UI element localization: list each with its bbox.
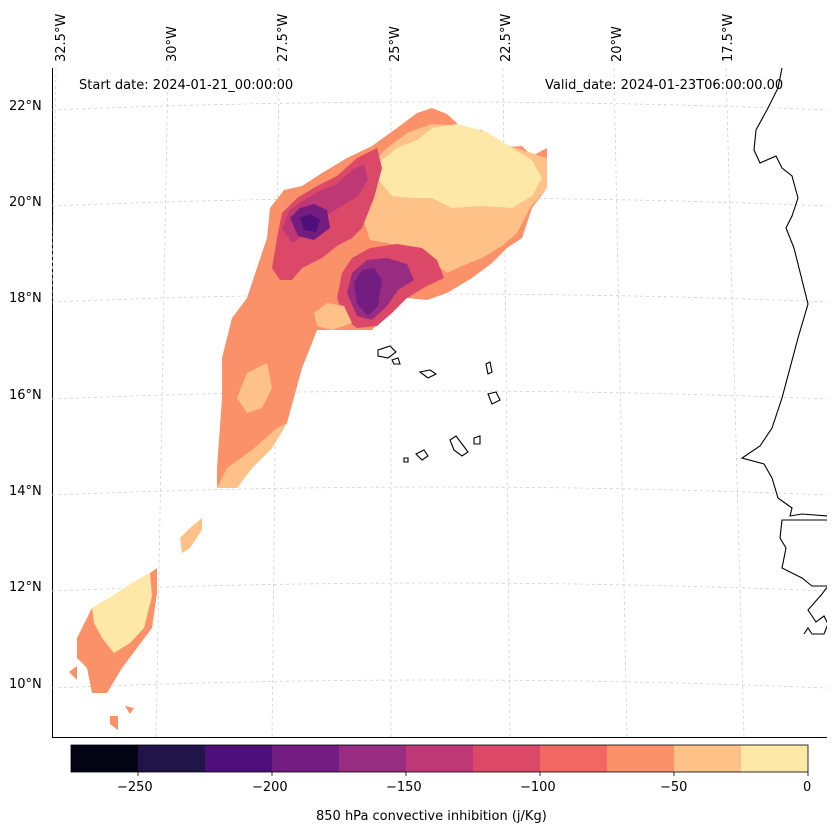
parallel-22n	[52, 101, 827, 111]
colorbar-swatch-8	[607, 745, 675, 772]
lon-label-32-5w: 32.5°W	[54, 13, 69, 62]
colorbar-swatch-5	[406, 745, 474, 772]
parallel-16n	[52, 390, 827, 400]
parallel-14n	[52, 486, 827, 496]
colorbar-swatch-0	[71, 745, 139, 772]
contour-core-purple-south	[354, 268, 382, 316]
lon-label-20w: 20°W	[610, 26, 625, 62]
meridian-27-5w	[271, 68, 280, 738]
contour-core-darkest-north	[300, 214, 320, 232]
map-canvas	[52, 68, 827, 738]
colorbar-swatch-2	[205, 745, 273, 772]
colorbar-label: 850 hPa convective inhibition (j/Kg)	[316, 809, 547, 824]
lat-label-14n: 14°N	[9, 484, 42, 499]
colorbar-tick--200: −200	[252, 780, 288, 795]
colorbar-tick--50: −50	[660, 780, 688, 795]
island-sao-vicente	[391, 357, 401, 365]
colorbar-tick--150: −150	[386, 780, 422, 795]
contour-patch-orange-3	[217, 423, 287, 488]
island-brava	[403, 457, 409, 463]
colorbar-swatch-9	[674, 745, 742, 772]
parallel-20n	[52, 197, 827, 207]
colorbar-swatch-10	[741, 745, 809, 772]
cape-verde-islands	[377, 345, 501, 463]
colorbar-swatch-1	[138, 745, 206, 772]
island-boa-vista	[487, 391, 501, 405]
lon-label-30w: 30°W	[165, 26, 180, 62]
meridian-22-5w	[502, 68, 511, 738]
graticule	[52, 68, 827, 738]
colorbar-swatch-3	[272, 745, 340, 772]
parallel-18n	[52, 293, 827, 303]
contour-patch-orange-2	[237, 363, 272, 413]
contour-tiny-1	[69, 666, 77, 680]
colorbar-tick--250: −250	[117, 780, 153, 795]
colorbar-swatch-4	[339, 745, 407, 772]
african-coastline	[740, 68, 827, 635]
island-maio	[473, 435, 481, 445]
colorbar-swatch-6	[473, 745, 541, 772]
parallel-10n	[52, 679, 827, 689]
meridian-30w	[155, 68, 169, 738]
colorbar-tick-0: 0	[803, 780, 812, 795]
lat-label-20n: 20°N	[9, 195, 42, 210]
island-fogo	[415, 449, 429, 461]
start-date-label: Start date: 2024-01-21_00:00:00	[79, 78, 294, 93]
meridian-17-5w	[725, 68, 745, 738]
colorbar-svg	[70, 744, 809, 776]
lon-label-25w: 25°W	[388, 26, 403, 62]
contour-band-pale-yellow	[377, 124, 542, 208]
lon-label-27-5w: 27.5°W	[276, 13, 291, 62]
island-sal	[485, 361, 493, 375]
lat-label-16n: 16°N	[9, 388, 42, 403]
island-santo-antao	[377, 345, 397, 359]
colorbar-tick--100: −100	[520, 780, 556, 795]
colorbar-tick-labels: −250 −200 −150 −100 −50 0	[71, 780, 812, 797]
contour-patch-orange-1	[314, 303, 352, 330]
parallel-12n	[52, 582, 827, 592]
cin-contour-field	[69, 108, 547, 730]
contour-tail-middle	[180, 518, 202, 553]
meridian-32-5w	[52, 68, 57, 314]
colorbar-swatch-7	[540, 745, 608, 772]
colorbar	[70, 744, 809, 776]
contour-tiny-3	[125, 706, 134, 714]
meridian-20w	[613, 68, 628, 738]
contour-tiny-2	[110, 716, 118, 730]
lat-label-22n: 22°N	[9, 99, 42, 114]
lat-label-10n: 10°N	[9, 677, 42, 692]
island-sao-nicolau	[418, 369, 438, 379]
island-santiago	[449, 435, 469, 457]
lon-label-22-5w: 22.5°W	[499, 13, 514, 62]
lat-label-12n: 12°N	[9, 580, 42, 595]
valid-date-label: Valid_date: 2024-01-23T06:00:00.00	[545, 78, 784, 93]
map-panel	[52, 68, 827, 738]
contour-sw-blob-inner	[92, 573, 152, 653]
lat-label-18n: 18°N	[9, 291, 42, 306]
lon-label-17-5w: 17.5°W	[721, 13, 736, 62]
colorbar-border	[70, 744, 809, 773]
